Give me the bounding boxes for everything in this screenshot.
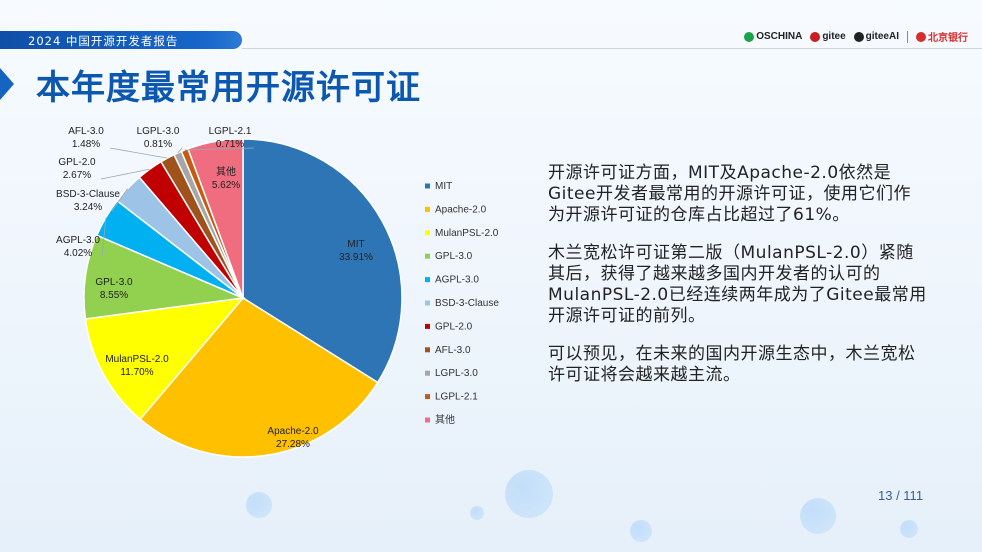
decor-bubble (900, 520, 918, 538)
leader-line-afl-3-0 (109, 147, 168, 159)
pie-slice-mulanpsl-2-0 (84, 296, 245, 421)
bank-logo-text: 北京银行 (928, 33, 968, 44)
legend-swatch-agpl-3-0 (425, 277, 430, 283)
chart-legend: MIT Apache-2.0 MulanPSL-2.0 GPL-3.0 AGPL-3.0… (425, 181, 499, 426)
body-text: 开源许可证方面，MIT及Apache-2.0依然是Gitee开发者最常用的开源许… (548, 163, 928, 403)
slice-value-label-gpl-2-0: 2.67% (63, 170, 91, 181)
logo-separator (907, 30, 908, 43)
pie-slice-apache-2-0 (139, 297, 379, 458)
legend-label-mulanpsl-2-0: MulanPSL-2.0 (435, 228, 499, 239)
legend-swatch-mulanpsl-2-0 (425, 230, 430, 236)
legend-label-gpl-2-0: GPL-2.0 (435, 321, 473, 332)
pie-slice-mit (242, 138, 403, 384)
slice-value-label-agpl-3-0: 4.02% (64, 248, 92, 259)
decor-bubble (470, 506, 484, 520)
body-paragraph-1: 开源许可证方面，MIT及Apache-2.0依然是Gitee开发者最常用的开源许… (548, 163, 911, 225)
legend-swatch-afl-3-0 (425, 347, 430, 353)
slice-name-label-bsd-3-clause: BSD-3-Clause (56, 189, 120, 200)
page-title: 本年度最常用开源许可证 (36, 68, 421, 108)
slice-name-label-mulanpsl-2-0: MulanPSL-2.0 (105, 354, 169, 365)
legend-label-mit: MIT (435, 181, 452, 192)
oschina-icon (744, 31, 755, 42)
slice-value-label-mit: 33.91% (339, 252, 373, 263)
legend-label-afl-3-0: AFL-3.0 (435, 345, 471, 356)
gitee-icon (810, 31, 821, 42)
legend-swatch-gpl-2-0 (425, 323, 430, 329)
logo-bar: OSCHINA gitee giteeAI 北京银行 (744, 29, 968, 44)
slice-value-label-lgpl-2-1: 0.71% (216, 139, 244, 150)
oschina-logo: OSCHINA (744, 31, 802, 42)
leader-line-gpl-2-0 (100, 168, 150, 180)
legend-swatch-other (425, 417, 430, 423)
leader-line-lgpl-2-1 (184, 147, 255, 151)
slice-name-label-afl-3-0: AFL-3.0 (68, 126, 104, 137)
slice-name-label-apache-2-0: Apache-2.0 (267, 426, 319, 437)
pie-slice-other (187, 138, 244, 299)
oschina-logo-text: OSCHINA (756, 31, 803, 42)
decor-bubble (800, 498, 836, 534)
slice-name-label-mit: MIT (347, 239, 364, 250)
gitee-logo-text: gitee (822, 31, 846, 42)
slice-name-label-lgpl-2-1: LGPL-2.1 (209, 126, 252, 137)
slice-name-label-agpl-3-0: AGPL-3.0 (56, 235, 100, 246)
legend-label-lgpl-3-0: LGPL-3.0 (435, 368, 478, 379)
bank-of-beijing-logo: 北京银行 (916, 29, 968, 44)
legend-label-lgpl-2-1: LGPL-2.1 (435, 392, 478, 403)
legend-swatch-mit (425, 183, 430, 189)
leader-line-lgpl-3-0 (177, 147, 183, 154)
body-paragraph-2: 木兰宽松许可证第二版（MulanPSL-2.0）紧随其后，获得了越来越多国内开发… (548, 243, 927, 326)
pie-slice-gpl-3-0 (83, 234, 246, 320)
report-label: 2024 中国开源开发者报告 (28, 34, 179, 48)
legend-label-agpl-3-0: AGPL-3.0 (435, 275, 479, 286)
header-divider (242, 48, 982, 49)
slice-value-label-mulanpsl-2-0: 11.70% (120, 367, 153, 378)
slice-value-label-lgpl-3-0: 0.81% (144, 139, 172, 150)
giteeai-logo-text: giteeAI (865, 31, 899, 42)
body-paragraph-3: 可以预见，在未来的国内开源生态中，木兰宽松许可证将会越来越主流。 (548, 344, 916, 385)
legend-swatch-gpl-3-0 (425, 253, 430, 259)
leader-line-bsd-3-clause (111, 188, 129, 212)
slice-value-label-apache-2-0: 27.28% (276, 439, 310, 450)
legend-swatch-lgpl-3-0 (425, 370, 430, 376)
legend-label-gpl-3-0: GPL-3.0 (435, 251, 473, 262)
slice-value-label-other: 5.62% (212, 180, 240, 191)
report-band: 2024 中国开源开发者报告 (0, 31, 242, 49)
legend-label-apache-2-0: Apache-2.0 (435, 204, 487, 215)
decor-bubble (246, 492, 272, 518)
legend-swatch-lgpl-2-1 (425, 394, 430, 400)
giteeai-icon (853, 31, 864, 42)
legend-swatch-bsd-3-clause (425, 300, 430, 306)
slice-value-label-bsd-3-clause: 3.24% (74, 202, 102, 213)
giteeai-logo: giteeAI (853, 31, 899, 42)
title-arrow-icon (0, 68, 14, 100)
legend-label-other: 其他 (435, 413, 455, 426)
slice-value-label-gpl-3-0: 8.55% (100, 290, 128, 301)
slice-name-label-gpl-2-0: GPL-2.0 (58, 157, 96, 168)
decor-bubble (630, 520, 652, 542)
decor-bubble (505, 470, 553, 518)
page-number: 13 / 111 (878, 488, 924, 503)
bank-icon (916, 31, 926, 42)
legend-label-bsd-3-clause: BSD-3-Clause (435, 298, 499, 309)
slice-name-label-lgpl-3-0: LGPL-3.0 (137, 126, 180, 137)
slice-value-label-afl-3-0: 1.48% (72, 139, 100, 150)
slice-name-label-gpl-3-0: GPL-3.0 (95, 277, 133, 288)
slice-name-label-other: 其他 (216, 165, 236, 178)
gitee-logo: gitee (810, 31, 846, 42)
pie-slices (83, 138, 403, 458)
legend-swatch-apache-2-0 (425, 206, 430, 212)
leader-line-agpl-3-0 (101, 217, 107, 258)
pie-labels: MIT 33.91% Apache-2.0 27.28% MulanPSL-2.0 11.… (56, 126, 373, 450)
